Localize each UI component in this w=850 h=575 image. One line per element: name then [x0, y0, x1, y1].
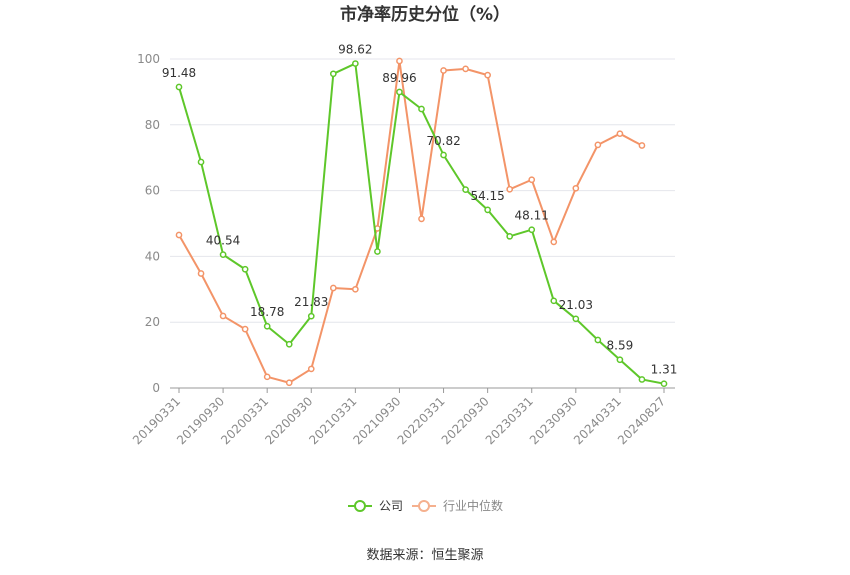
- company-series-point: [374, 248, 381, 255]
- industry-median-series-point: [572, 184, 580, 192]
- company-data-label: 8.59: [607, 339, 634, 353]
- legend-item-industry-median[interactable]: 行业中位数: [412, 498, 503, 513]
- source-note: 数据来源：恒生聚源: [366, 548, 483, 563]
- industry-median-series-point: [528, 176, 536, 184]
- legend-industry-label: 行业中位数: [443, 498, 503, 513]
- company-series-point: [616, 356, 624, 364]
- company-series-point: [594, 336, 602, 344]
- industry-median-series-point: [263, 373, 271, 381]
- company-data-label: 1.31: [651, 363, 678, 377]
- company-series-point: [285, 340, 293, 348]
- company-data-label: 98.62: [338, 43, 372, 57]
- industry-median-series-point: [307, 365, 315, 373]
- company-data-label: 18.78: [250, 305, 284, 319]
- company-data-label: 21.83: [294, 295, 328, 309]
- grid-lines: [170, 58, 675, 389]
- industry-median-series-point: [506, 185, 514, 193]
- legend: 公司 行业中位数: [348, 498, 503, 513]
- company-series-point: [462, 186, 469, 193]
- company-series-point: [329, 70, 337, 78]
- company-series-point: [440, 151, 447, 159]
- chart-title: 市净率历史分位（%）: [340, 4, 510, 25]
- industry-median-series-point: [550, 238, 558, 246]
- data-labels: 91.48 40.54 18.78 21.83 98.62 89.96 70.82 54.15…: [162, 43, 678, 377]
- x-axis: 2019033120190930202003312020093020210331…: [130, 388, 668, 447]
- industry-median-series: [175, 57, 646, 387]
- industry-median-series-line: [178, 59, 643, 384]
- company-series-point: [550, 297, 558, 305]
- industry-median-series-point: [285, 379, 293, 387]
- company-data-label: 70.82: [426, 134, 460, 148]
- y-tick-label: 0: [152, 381, 160, 395]
- industry-median-series-point: [329, 284, 337, 292]
- company-data-label: 91.48: [162, 66, 196, 80]
- company-data-label: 40.54: [206, 234, 240, 248]
- legend-company-label: 公司: [379, 499, 403, 513]
- series-layer: [175, 57, 668, 388]
- y-tick-label: 20: [145, 315, 160, 329]
- industry-median-series-point: [418, 215, 425, 223]
- company-series-point: [484, 206, 491, 214]
- y-tick-label: 40: [145, 249, 160, 263]
- industry-median-series-point: [462, 65, 469, 73]
- company-series-point: [197, 158, 205, 166]
- industry-median-series-point: [241, 325, 249, 333]
- y-tick-label: 80: [145, 118, 160, 132]
- company-series-point: [307, 312, 315, 320]
- company-series-point: [352, 60, 359, 67]
- company-series-point: [572, 315, 580, 323]
- industry-median-series-point: [197, 270, 205, 277]
- industry-median-series-point: [175, 231, 183, 239]
- company-series: [175, 60, 668, 388]
- company-data-label: 54.15: [470, 189, 504, 203]
- company-series-point: [418, 105, 425, 113]
- industry-median-series-point: [219, 312, 227, 320]
- company-series-point: [219, 251, 227, 258]
- company-data-label: 89.96: [382, 71, 416, 85]
- legend-company-marker: [354, 500, 366, 512]
- industry-median-series-point: [594, 141, 602, 149]
- company-series-point: [241, 265, 249, 273]
- company-series-point: [175, 83, 183, 91]
- industry-median-series-point: [484, 71, 491, 79]
- industry-median-series-point: [396, 57, 403, 65]
- y-tick-label: 60: [145, 184, 160, 198]
- company-series-point: [528, 226, 536, 234]
- company-series-point: [660, 380, 668, 388]
- company-series-point: [638, 376, 646, 383]
- industry-median-series-point: [638, 142, 646, 149]
- company-data-label: 48.11: [515, 209, 549, 223]
- company-series-point: [396, 88, 403, 96]
- industry-median-series-point: [616, 130, 624, 138]
- company-series-point: [263, 322, 271, 330]
- legend-industry-marker: [418, 500, 430, 512]
- company-series-point: [506, 232, 514, 240]
- y-tick-label: 100: [137, 52, 160, 66]
- x-tick-label: 20240827: [615, 394, 668, 447]
- industry-median-series-point: [440, 67, 447, 74]
- industry-median-series-point: [352, 285, 359, 293]
- y-axis: 0 20 40 60 80 100: [137, 52, 160, 395]
- legend-item-company[interactable]: 公司: [348, 499, 403, 513]
- company-data-label: 21.03: [559, 298, 593, 312]
